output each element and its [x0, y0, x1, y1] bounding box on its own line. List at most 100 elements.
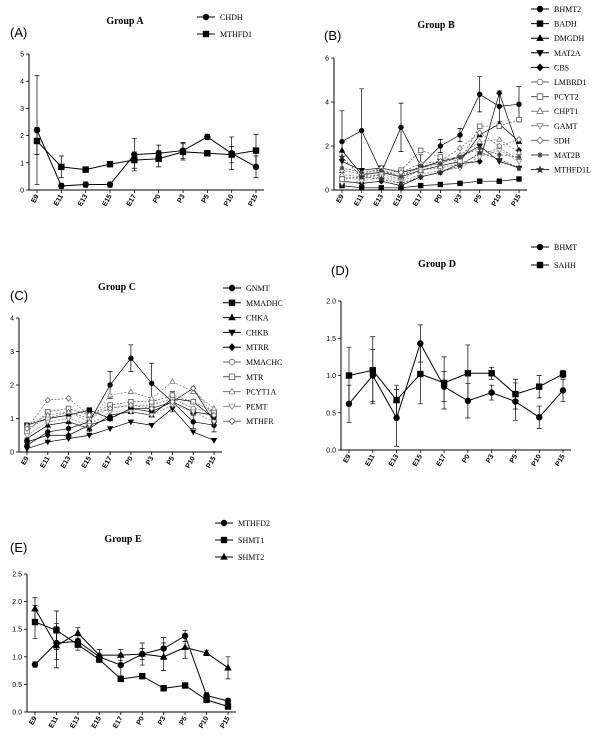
- data-point: [440, 379, 448, 387]
- x-tick-label: P10: [223, 193, 235, 207]
- legend-marker: [536, 261, 544, 269]
- data-point: [397, 179, 405, 187]
- chart-title: Group B: [417, 20, 455, 31]
- legend-label: SHMT1: [238, 536, 264, 545]
- data-point: [23, 446, 31, 453]
- data-point: [155, 155, 162, 162]
- legend-entry: PEMT: [223, 402, 267, 411]
- legend-marker: [220, 552, 228, 560]
- data-point: [488, 370, 495, 377]
- series-MAT2B: [339, 145, 522, 180]
- data-point: [74, 641, 82, 648]
- series-MTHFD2: [31, 626, 232, 705]
- x-tick-label: P10: [491, 193, 503, 207]
- legend-label: SHMT2: [238, 553, 264, 562]
- data-point: [437, 143, 444, 149]
- data-point: [512, 390, 519, 398]
- series-line: [36, 129, 257, 187]
- chart-panel-3: Group D (D) 0.0 0.5 1.0 1.5 2.0 E9 E11 E13 E15 E17 P…: [326, 243, 577, 468]
- series-CHKA: [23, 394, 218, 441]
- data-point: [127, 401, 134, 409]
- series-PEMT: [23, 402, 218, 439]
- x-tick-label: P3: [176, 193, 186, 204]
- series-GNMT: [24, 344, 217, 453]
- series-line: [26, 404, 215, 436]
- data-point: [65, 408, 72, 415]
- series-line: [348, 369, 564, 401]
- x-tick-label: P0: [434, 193, 444, 204]
- legend-entry: MAT2A: [531, 49, 581, 58]
- y-tick-label: 0: [325, 188, 329, 195]
- chart-panel-1: Group B (B) 0 2 4 6 E9 E11 E13 E15 E17 P0 P3 P5 P10 P15…: [324, 5, 591, 208]
- chart-title: Group D: [418, 259, 456, 270]
- series-SHMT1: [31, 605, 232, 710]
- data-point: [393, 414, 400, 422]
- legend-marker: [536, 107, 544, 114]
- legend-marker: [536, 123, 544, 130]
- data-point: [139, 672, 146, 680]
- data-point: [82, 166, 89, 173]
- legend-label: MTR: [246, 373, 264, 382]
- y-tick-label: 1: [20, 160, 24, 167]
- legend-entry: MAT2B: [531, 151, 580, 160]
- data-point: [224, 697, 232, 705]
- y-tick-label: 3: [20, 106, 24, 113]
- data-point: [106, 160, 114, 168]
- data-point: [65, 425, 72, 432]
- data-point: [515, 136, 523, 143]
- x-tick-label: E17: [412, 193, 424, 207]
- y-tick-label: 2: [10, 383, 14, 390]
- data-point: [190, 429, 197, 436]
- data-point: [169, 398, 176, 406]
- data-point: [179, 148, 187, 156]
- data-point: [210, 404, 218, 411]
- y-tick-label: 0.5: [12, 682, 22, 689]
- data-point: [515, 159, 523, 165]
- series-MTHFR: [23, 384, 218, 432]
- data-point: [181, 643, 189, 651]
- data-point: [160, 685, 167, 692]
- data-point: [496, 178, 503, 184]
- x-tick-label: E11: [364, 453, 376, 467]
- legend-entry: MMADHC: [223, 299, 283, 308]
- x-tick-label: P15: [247, 193, 259, 207]
- data-point: [44, 419, 51, 426]
- y-tick-label: 0.0: [12, 710, 22, 717]
- data-point: [107, 415, 114, 422]
- x-tick-label: E13: [388, 453, 400, 467]
- data-point: [496, 123, 503, 129]
- legend-marker: [202, 30, 210, 38]
- series-line: [26, 407, 215, 449]
- data-point: [338, 181, 346, 187]
- data-point: [457, 132, 463, 138]
- data-point: [559, 370, 567, 378]
- data-point: [417, 182, 424, 189]
- series-line: [341, 150, 520, 184]
- data-point: [369, 367, 376, 374]
- data-point: [338, 171, 346, 177]
- x-tick-label: P5: [201, 193, 211, 204]
- legend-marker: [228, 417, 236, 426]
- x-tick-label: E13: [69, 715, 81, 729]
- y-tick-label: 2: [325, 144, 329, 151]
- legend-entry: MTHFR: [223, 417, 274, 426]
- data-point: [148, 412, 155, 419]
- data-point: [58, 163, 65, 171]
- series-MAT2A: [338, 143, 523, 176]
- data-point: [202, 648, 211, 656]
- data-point: [169, 378, 176, 384]
- legend-label: PCYT2: [554, 93, 578, 102]
- data-point: [476, 91, 483, 97]
- legend-entry: BHMT: [531, 243, 577, 252]
- data-point: [127, 388, 135, 394]
- x-tick-label: E15: [81, 455, 93, 469]
- legend-marker: [536, 78, 544, 86]
- data-point: [23, 438, 31, 446]
- legend-entry: GNMT: [223, 284, 270, 293]
- data-point: [516, 116, 522, 123]
- data-point: [148, 394, 155, 401]
- legend-entry: SHMT1: [215, 536, 264, 545]
- legend-entry: CHKB: [223, 328, 268, 337]
- x-tick-label: E9: [30, 193, 40, 204]
- data-point: [559, 387, 567, 394]
